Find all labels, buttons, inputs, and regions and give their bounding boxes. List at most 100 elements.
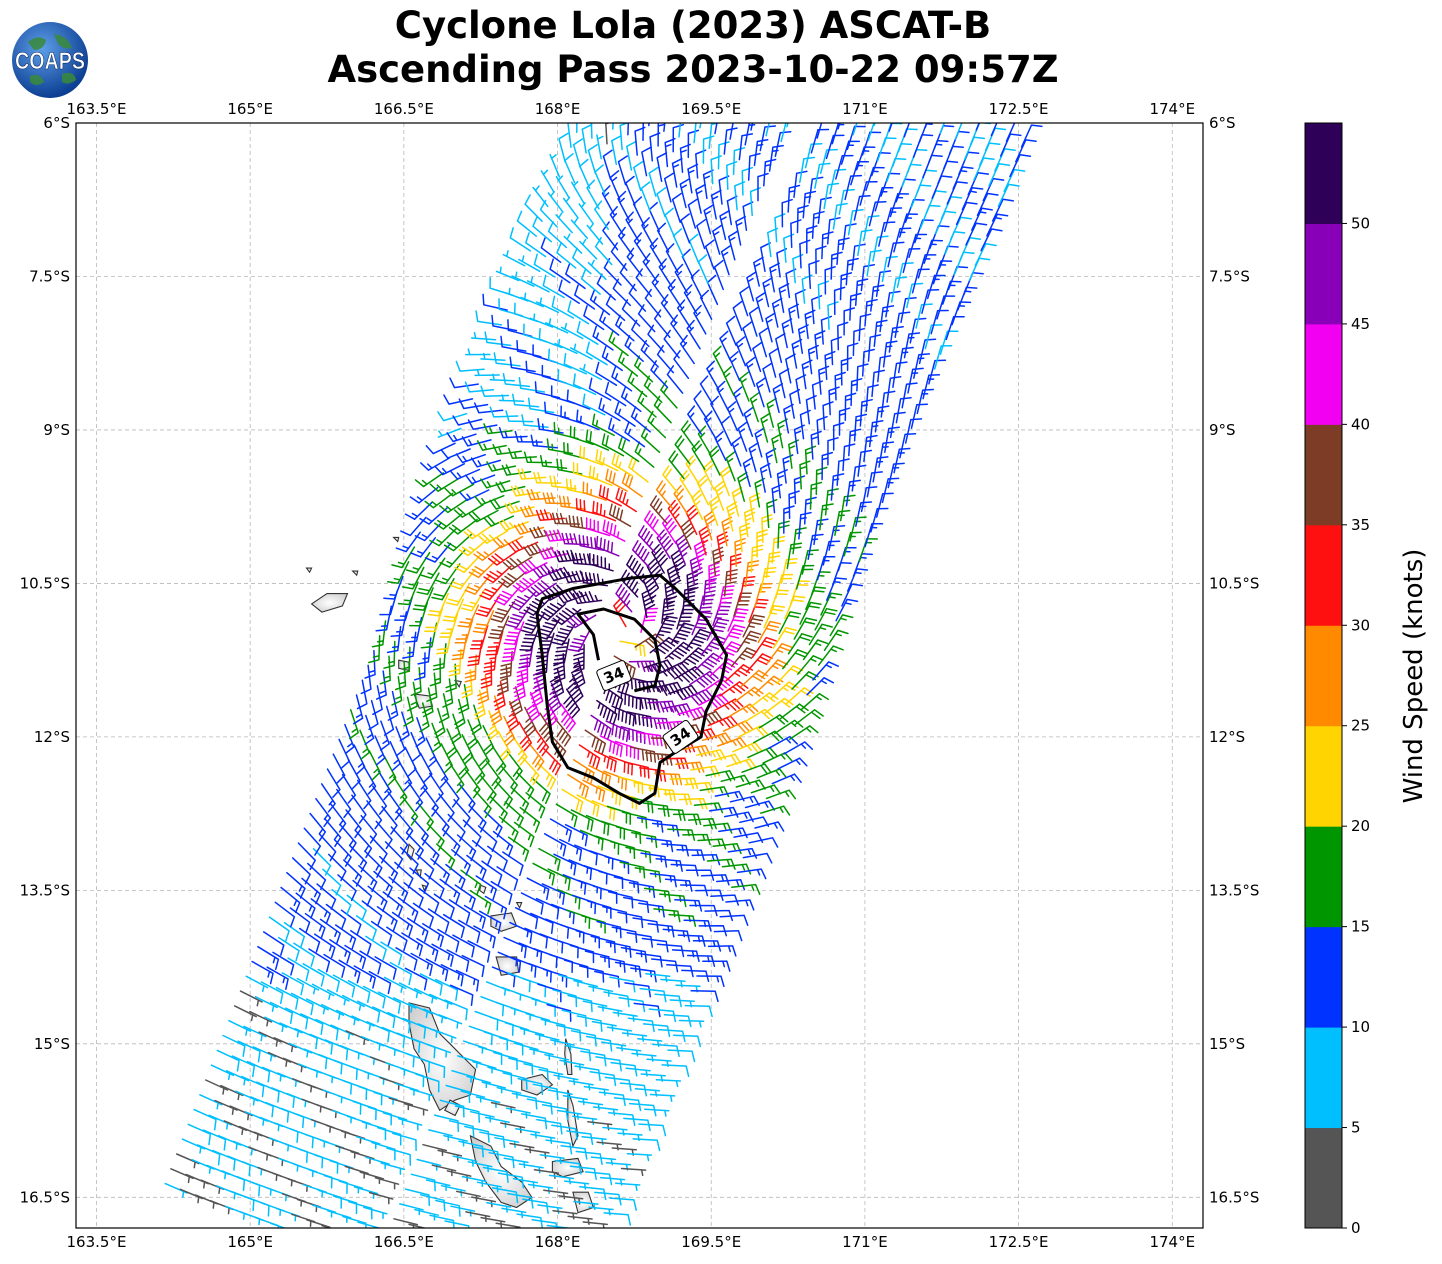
wind-barb	[227, 1155, 251, 1177]
wind-barb	[397, 896, 419, 923]
wind-barb	[526, 488, 556, 501]
wind-barb	[380, 1162, 406, 1175]
wind-barb	[323, 1174, 348, 1195]
wind-barb	[672, 123, 685, 153]
wind-barb	[648, 201, 661, 233]
wind-barb	[679, 334, 695, 365]
wind-barb-shape	[656, 187, 667, 218]
wind-barb-shape	[576, 409, 600, 431]
lon-tick-label-bottom: 174°E	[1149, 1233, 1195, 1251]
wind-barb	[482, 724, 495, 756]
wind-barb	[493, 1051, 518, 1071]
wind-barb	[362, 764, 377, 795]
wind-barb	[673, 666, 704, 683]
wind-barb-shape	[570, 217, 589, 240]
wind-barb-shape	[899, 432, 917, 459]
wind-barb	[468, 1025, 493, 1046]
wind-barb-shape	[582, 1221, 608, 1228]
wind-barb-shape	[765, 312, 776, 343]
wind-barb	[343, 859, 362, 887]
wind-barb	[811, 295, 823, 325]
wind-barb-shape	[444, 778, 460, 808]
wind-barb-shape	[924, 123, 928, 129]
wind-barb	[455, 453, 486, 464]
wind-barb-shape	[280, 886, 301, 914]
wind-barb	[670, 622, 695, 645]
wind-barb	[717, 141, 730, 170]
wind-barb	[404, 746, 417, 777]
wind-barb-shape	[594, 1191, 622, 1206]
wind-barb-shape	[661, 514, 677, 545]
wind-barb	[696, 975, 725, 988]
wind-barb-shape	[522, 977, 547, 998]
wind-barb	[446, 1170, 472, 1182]
wind-barb	[745, 356, 756, 387]
wind-barb-shape	[572, 373, 597, 396]
wind-barb-shape	[646, 837, 674, 853]
wind-barb-shape	[866, 471, 883, 498]
wind-barb-shape	[505, 410, 534, 423]
wind-barb	[742, 614, 765, 638]
wind-barb	[408, 1223, 428, 1228]
wind-barb	[922, 374, 941, 400]
lat-tick-label-left: 16.5°S	[20, 1188, 70, 1206]
wind-barb	[742, 852, 773, 864]
wind-barb	[408, 781, 424, 812]
wind-barb	[579, 238, 598, 260]
wind-barb	[816, 123, 823, 139]
wind-barb-shape	[725, 899, 755, 911]
wind-barb	[831, 123, 845, 145]
wind-barb-shape	[558, 132, 569, 163]
wind-barb	[690, 269, 704, 300]
wind-barb	[822, 540, 841, 566]
wind-barb-shape	[404, 1188, 431, 1207]
wind-barb	[587, 143, 598, 175]
wind-barb-shape	[458, 539, 488, 557]
wind-barb	[626, 932, 654, 948]
wind-barb-shape	[508, 1057, 534, 1076]
wind-barb-shape	[543, 1189, 569, 1200]
wind-barb-shape	[621, 472, 643, 498]
wind-barb-shape	[500, 1122, 526, 1134]
wind-barb	[464, 574, 491, 595]
wind-barb	[518, 1163, 544, 1174]
wind-barb-shape	[885, 290, 901, 318]
wind-barb-shape	[777, 757, 808, 770]
wind-barb-shape	[366, 800, 383, 830]
wind-barb-shape	[794, 709, 824, 726]
wind-barb-shape	[343, 859, 362, 887]
wind-barb	[382, 1112, 408, 1126]
wind-barb-shape	[558, 1195, 584, 1205]
colorbar-swatch-25	[1305, 625, 1342, 727]
wind-barb-shape	[535, 509, 566, 522]
wind-barb-shape	[480, 352, 506, 361]
wind-barb-shape	[233, 1005, 257, 1022]
wind-barb	[639, 766, 667, 782]
wind-barb	[438, 1014, 463, 1029]
wind-barb-shape	[680, 744, 711, 758]
wind-barb-shape	[561, 788, 584, 813]
wind-barb	[507, 319, 533, 338]
wind-barb	[904, 198, 925, 223]
wind-barb	[433, 1114, 460, 1133]
wind-barb	[710, 395, 723, 426]
wind-barb-shape	[439, 498, 469, 514]
wind-barb	[566, 1130, 594, 1146]
wind-barb	[614, 740, 640, 761]
wind-barb-shape	[637, 525, 656, 554]
wind-barb	[468, 559, 497, 579]
wind-barb-shape	[422, 923, 444, 948]
wind-barb-shape	[628, 283, 647, 312]
wind-barb-shape	[554, 938, 579, 959]
wind-barb	[461, 669, 473, 699]
wind-barb-shape	[408, 1002, 432, 1019]
wind-barb	[880, 390, 896, 418]
wind-barb	[472, 609, 495, 634]
wind-barb-shape	[635, 731, 663, 747]
wind-barb	[498, 394, 525, 402]
wind-barb	[638, 1123, 667, 1137]
wind-barb	[772, 626, 797, 649]
wind-barb-shape	[368, 699, 379, 731]
wind-barb-shape	[392, 1132, 417, 1152]
wind-barb	[509, 356, 536, 373]
